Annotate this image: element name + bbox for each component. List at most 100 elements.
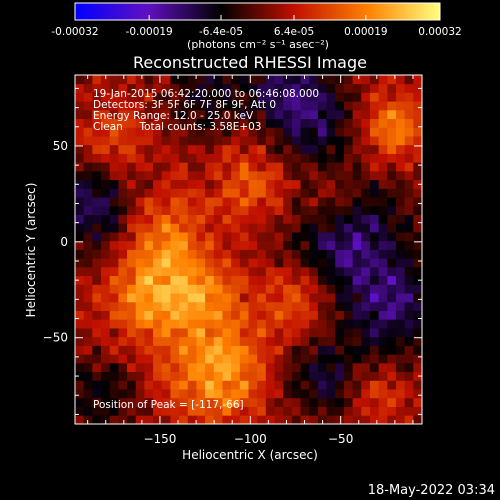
heatmap-cell [75,389,85,399]
heatmap-cell [335,153,345,163]
heatmap-cell [231,406,241,416]
heatmap-cell [118,336,128,346]
heatmap-cell [127,240,137,250]
heatmap-cell [335,258,345,268]
heatmap-cell [170,328,180,338]
heatmap-cell [135,371,145,381]
heatmap-cell [343,293,353,303]
x-tick-label: −100 [234,432,267,446]
heatmap-cell [135,232,145,242]
heatmap-cell [352,275,362,285]
heatmap-cell [283,362,293,373]
heatmap-cell [274,83,284,93]
heatmap-cell [395,249,406,259]
heatmap-cell [369,275,380,285]
heatmap-cell [369,354,380,364]
heatmap-cell [378,188,388,198]
heatmap-cell [378,345,388,355]
heatmap-cell [83,336,93,346]
heatmap-cell [75,319,85,329]
heatmap-cell [291,362,301,373]
heatmap-cell [369,214,380,224]
heatmap-cell [127,109,137,120]
heatmap-cell [369,92,380,102]
heatmap-cell [265,301,275,311]
heatmap-cell [413,389,422,399]
heatmap-cell [343,362,353,373]
heatmap-cell [248,205,258,215]
heatmap-cell [161,380,171,390]
heatmap-cell [144,345,154,355]
heatmap-cell [274,310,284,320]
heatmap-cell [309,380,319,390]
heatmap-cell [144,109,154,120]
heatmap-cell [144,415,154,424]
heatmap-cell [239,136,249,146]
heatmap-cell [274,197,284,207]
heatmap-cell [309,362,319,373]
heatmap-cell [274,249,284,259]
heatmap-cell [395,258,406,268]
heatmap-cell [161,415,171,424]
heatmap-cell [283,127,293,137]
heatmap-cell [153,380,163,390]
heatmap-cell [170,293,180,303]
heatmap-cell [248,127,258,137]
heatmap-cell [213,328,223,338]
heatmap-cell [92,275,102,285]
heatmap-cell [161,284,171,294]
heatmap-cell [378,170,388,181]
heatmap-cell [413,406,422,416]
heatmap-cell [404,179,414,189]
heatmap-cell [404,310,414,320]
heatmap-cell [75,232,85,242]
heatmap-cell [395,319,406,329]
heatmap-cell [352,266,362,277]
heatmap-cell [283,144,293,154]
heatmap-cell [257,249,267,259]
heatmap-cell [213,188,223,198]
heatmap-cell [335,75,345,85]
heatmap-cell [101,101,111,111]
heatmap-cell [291,136,301,146]
heatmap-cell [343,136,353,146]
heatmap-cell [187,118,197,128]
heatmap-cell [135,214,145,224]
heatmap-cell [291,162,301,172]
heatmap-cell [239,275,249,285]
heatmap-cell [92,232,102,242]
heatmap-cell [179,406,189,416]
heatmap-cell [83,127,93,137]
heatmap-cell [361,249,371,259]
heatmap-cell [369,109,380,120]
heatmap-cell [118,214,128,224]
heatmap-cell [326,266,336,277]
heatmap-cell [369,266,380,277]
heatmap-cell [109,249,119,259]
heatmap-cell [335,127,345,137]
heatmap-cell [231,232,241,242]
heatmap-cell [75,354,85,364]
heatmap-cell [291,354,301,364]
heatmap-cell [404,144,414,154]
heatmap-cell [170,162,180,172]
heatmap-cell [187,415,197,424]
heatmap-cell [144,266,154,277]
heatmap-cell [387,371,397,381]
heatmap-cell [75,371,85,381]
heatmap-cell [75,101,85,111]
heatmap-cell [317,275,327,285]
heatmap-cell [179,101,189,111]
heatmap-cell [352,354,362,364]
heatmap-cell [153,144,163,154]
heatmap-cell [283,109,293,120]
x-axis-label: Heliocentric X (arcsec) [182,448,318,462]
heatmap-cell [196,345,206,355]
heatmap-cell [265,310,275,320]
heatmap-cell [231,293,241,303]
heatmap-cell [127,415,137,424]
heatmap-cell [161,197,171,207]
heatmap-cell [317,136,327,146]
heatmap-cell [161,127,171,137]
heatmap-cell [248,293,258,303]
